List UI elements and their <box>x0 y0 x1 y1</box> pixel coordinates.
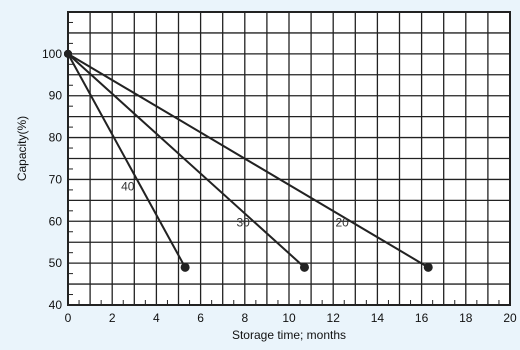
x-axis-label: Storage time; months <box>232 328 346 342</box>
series-label: 20 <box>336 216 350 230</box>
y-tick-label: 80 <box>49 131 63 145</box>
x-tick-label: 2 <box>109 311 116 325</box>
series-line <box>67 53 306 269</box>
x-tick-label: 20 <box>503 311 517 325</box>
tick-labels: 0 2 4 6 8 10 12 14 16 18 20 40 50 60 70 80 90 100 <box>42 47 517 325</box>
x-tick-label: 16 <box>415 311 429 325</box>
x-tick-label: 12 <box>327 311 341 325</box>
y-tick-label: 60 <box>49 214 63 228</box>
y-tick-label: 70 <box>49 172 63 186</box>
x-tick-label: 14 <box>371 311 385 325</box>
series-label: 40 <box>121 179 135 193</box>
y-tick-label: 40 <box>49 298 63 312</box>
data-point <box>299 262 309 272</box>
y-axis-label: Capacity(%) <box>15 116 29 181</box>
data-point <box>423 262 433 272</box>
y-tick-label: 50 <box>49 256 63 270</box>
x-tick-label: 18 <box>459 311 473 325</box>
x-tick-label: 0 <box>65 311 72 325</box>
series-line <box>67 53 187 268</box>
data-point <box>180 262 190 272</box>
x-tick-label: 10 <box>282 311 296 325</box>
series-label: 30 <box>236 216 250 230</box>
x-tick-label: 6 <box>197 311 204 325</box>
series-group: 40 30 20 <box>64 49 433 272</box>
series-line <box>67 52 429 269</box>
series-20: 20 <box>64 49 433 272</box>
grid <box>68 12 510 305</box>
y-tick-label: 90 <box>49 89 63 103</box>
x-tick-label: 8 <box>241 311 248 325</box>
x-tick-label: 4 <box>153 311 160 325</box>
y-tick-label: 100 <box>42 47 62 61</box>
data-point <box>64 49 72 58</box>
